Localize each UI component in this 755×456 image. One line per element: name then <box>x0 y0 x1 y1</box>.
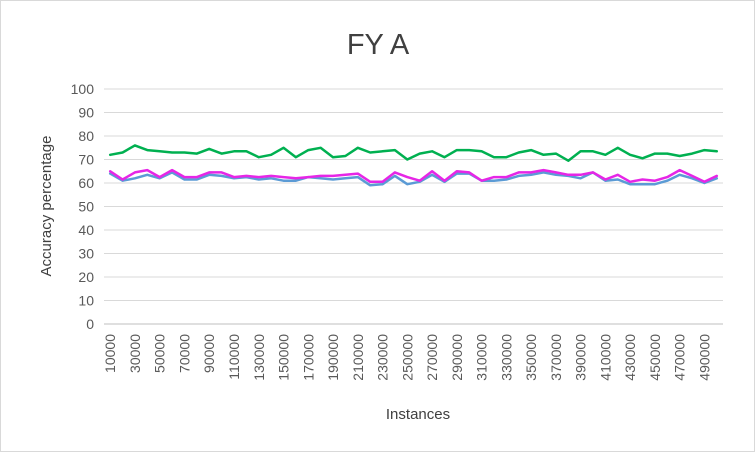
x-tick-label: 150000 <box>276 334 292 381</box>
x-axis-tick-labels: 10000 30000 50000 70000 90000 110000 130000 150… <box>102 334 712 381</box>
x-tick-label: 390000 <box>573 334 589 381</box>
y-tick-label: 20 <box>78 269 94 285</box>
y-tick-label: 40 <box>78 222 94 238</box>
y-tick-label: 70 <box>78 152 94 168</box>
x-tick-label: 170000 <box>300 334 316 381</box>
x-tick-label: 250000 <box>399 334 415 381</box>
x-axis-label: Instances <box>386 406 450 423</box>
x-tick-label: 290000 <box>449 334 465 381</box>
y-tick-label: 60 <box>78 175 94 191</box>
x-tick-label: 190000 <box>325 334 341 381</box>
x-tick-label: 70000 <box>176 334 192 373</box>
x-tick-label: 130000 <box>251 334 267 381</box>
y-tick-label: 10 <box>78 293 94 309</box>
y-tick-label: 50 <box>78 199 94 215</box>
x-tick-label: 210000 <box>350 334 366 381</box>
series-line-1 <box>108 144 719 162</box>
x-tick-label: 90000 <box>201 334 217 373</box>
x-tick-label: 310000 <box>474 334 490 381</box>
x-tick-label: 350000 <box>523 334 539 381</box>
x-tick-label: 490000 <box>696 334 712 381</box>
y-tick-label: 80 <box>78 128 94 144</box>
x-tick-label: 450000 <box>647 334 663 381</box>
x-tick-label: 50000 <box>152 334 168 373</box>
y-tick-label: 100 <box>71 81 95 97</box>
x-tick-label: 430000 <box>622 334 638 381</box>
x-tick-label: 10000 <box>102 334 118 373</box>
x-tick-label: 370000 <box>548 334 564 381</box>
x-tick-label: 330000 <box>498 334 514 381</box>
series-line-2 <box>108 171 719 187</box>
chart-title: FY A <box>347 29 410 61</box>
x-tick-label: 270000 <box>424 334 440 381</box>
x-tick-label: 410000 <box>597 334 613 381</box>
x-tick-label: 470000 <box>672 334 688 381</box>
y-tick-label: 0 <box>86 316 94 332</box>
series-line-3 <box>108 168 719 184</box>
x-tick-label: 230000 <box>375 334 391 381</box>
x-tick-label: 110000 <box>226 334 242 380</box>
y-axis-label: Accuracy percentage <box>38 136 55 277</box>
y-tick-label: 30 <box>78 246 94 262</box>
gridlines <box>104 88 723 325</box>
x-tick-label: 30000 <box>127 334 143 373</box>
y-axis-tick-labels: 0 10 20 30 40 50 60 70 80 90 100 <box>71 81 95 332</box>
series-lines <box>108 144 719 187</box>
y-tick-label: 90 <box>78 105 94 121</box>
